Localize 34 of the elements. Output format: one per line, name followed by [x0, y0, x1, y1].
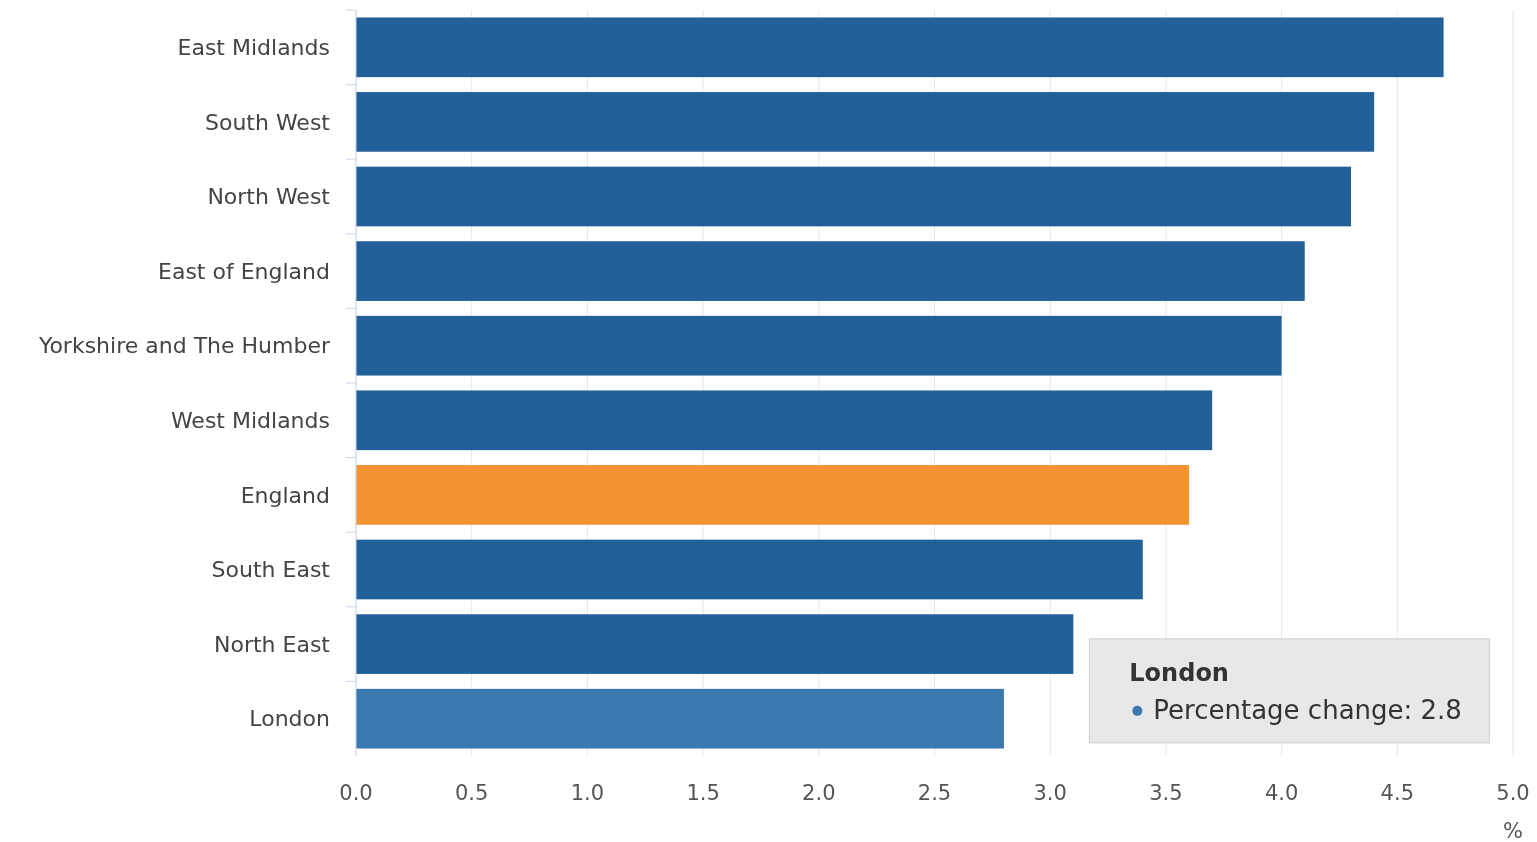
y-tick-label: West Midlands: [170, 408, 330, 433]
bar: [356, 241, 1305, 301]
x-tick-label: 2.0: [802, 781, 836, 805]
x-tick-label: 4.5: [1380, 781, 1414, 805]
bar: [356, 315, 1282, 376]
annotation: London: [1129, 658, 1229, 687]
y-tick-label: East of England: [158, 258, 330, 284]
bar: [356, 614, 1074, 674]
x-tick-label: 3.0: [1033, 781, 1067, 805]
y-tick-label: East Midlands: [177, 35, 330, 60]
x-tick-label: 3.5: [1149, 781, 1183, 805]
annotation: Percentage change: 2.8: [1153, 694, 1462, 725]
x-tick-label: 1.0: [570, 781, 605, 805]
y-tick-label: North East: [214, 631, 331, 657]
x-tick-label: 0.0: [339, 781, 373, 805]
x-tick-label: 2.5: [917, 781, 952, 805]
y-tick-label: North West: [207, 184, 331, 210]
x-tick-label: 1.5: [686, 781, 720, 805]
y-tick-label: London: [249, 706, 330, 732]
bar: [356, 390, 1213, 451]
y-tick-label: South West: [204, 109, 331, 135]
y-tick-label: Yorkshire and The Humber: [37, 333, 331, 359]
x-axis-title: %: [1503, 819, 1523, 842]
bar: [356, 465, 1190, 525]
y-tick-label: England: [240, 482, 330, 508]
x-tick-label: 0.5: [455, 781, 489, 805]
bar: [356, 688, 1004, 749]
x-tick-label: 4.0: [1264, 781, 1299, 805]
bar: [356, 166, 1352, 227]
y-tick-label: South East: [211, 557, 331, 583]
bar: [356, 539, 1143, 600]
x-tick-label: 5.0: [1496, 781, 1530, 805]
bar: [356, 17, 1444, 78]
bar: [356, 92, 1375, 152]
